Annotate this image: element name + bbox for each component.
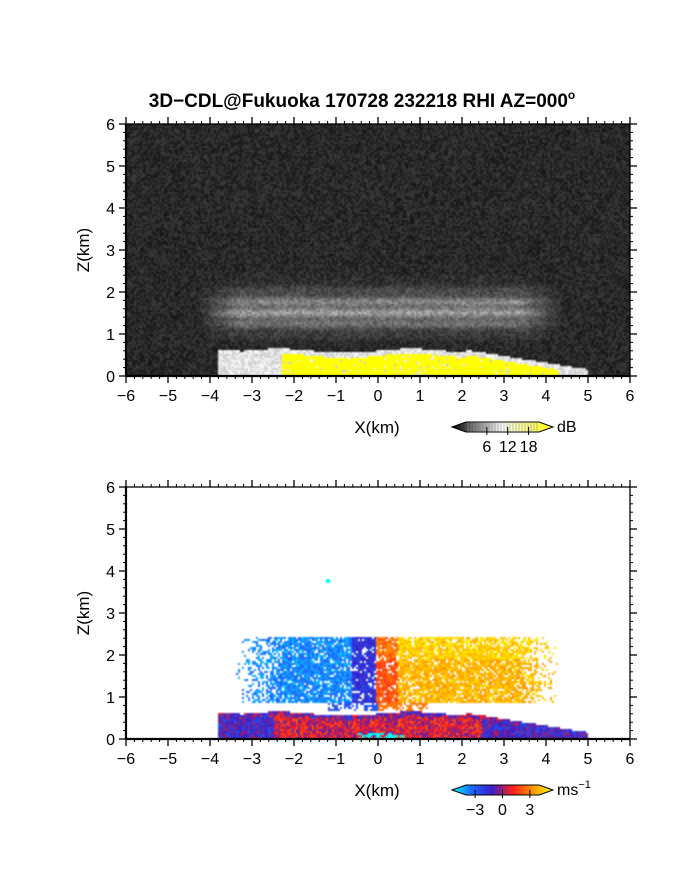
x-tick-label: −6 [117,751,135,768]
x-tick-label: −3 [243,751,261,768]
reflectivity-field [126,124,630,376]
y-tick-label: 6 [106,480,115,497]
y-tick-label: 3 [106,606,115,623]
x-tick-label: −4 [201,388,219,405]
y-tick-label: 4 [106,564,115,581]
y-tick-label: 0 [106,732,115,749]
velocity-field [126,487,630,739]
colorbar-tick-label: 6 [482,439,491,456]
x-tick-label: 4 [542,751,551,768]
y-tick-label: 2 [106,285,115,302]
y-axis-label: Z(km) [74,228,93,272]
colorbar-tick-label: 18 [520,439,538,456]
y-axis-label: Z(km) [74,591,93,635]
x-tick-label: −2 [285,751,303,768]
x-tick-label: 1 [416,751,425,768]
colorbar-gradient [450,421,555,433]
x-tick-label: −5 [159,388,177,405]
y-tick-label: 2 [106,648,115,665]
x-tick-label: 2 [458,388,467,405]
x-tick-label: 1 [416,388,425,405]
x-tick-label: 0 [374,388,383,405]
y-tick-label: 4 [106,201,115,218]
x-tick-label: 3 [500,388,509,405]
y-axis-ticks: 0 1 2 3 4 5 6 [106,117,637,386]
y-tick-label: 5 [106,522,115,539]
x-tick-label: −2 [285,388,303,405]
reflectivity-colorbar: 6 12 18 [450,421,555,456]
x-tick-label: −6 [117,388,135,405]
y-tick-label: 5 [106,159,115,176]
x-tick-label: −1 [327,388,345,405]
y-tick-label: 1 [106,327,115,344]
x-axis-label: X(km) [354,781,399,800]
colorbar-unit: ms−1 [557,779,591,799]
x-tick-label: 2 [458,751,467,768]
colorbar-tick-label: 3 [525,802,534,819]
y-tick-label: 3 [106,243,115,260]
colorbar-unit: dB [557,419,577,436]
x-tick-label: −1 [327,751,345,768]
x-tick-label: 5 [584,388,593,405]
x-tick-label: 4 [542,388,551,405]
x-tick-label: 6 [626,388,635,405]
colorbar-tick-label: −3 [466,802,484,819]
x-tick-label: 5 [584,751,593,768]
x-tick-label: −5 [159,751,177,768]
colorbar-tick-label: 12 [499,439,517,456]
y-tick-label: 1 [106,690,115,707]
y-tick-label: 6 [106,117,115,134]
x-tick-label: 6 [626,751,635,768]
x-axis-label: X(km) [354,418,399,437]
x-tick-label: 0 [374,751,383,768]
velocity-colorbar: −3 0 3 [450,784,555,819]
x-axis-ticks: −6 −5 −4 −3 −2 −1 0 1 2 3 4 5 6 [117,117,635,405]
y-axis-ticks: 0 1 2 3 4 5 6 [106,480,637,749]
chart-title: 3D−CDL@Fukuoka 170728 232218 RHI AZ=000o [149,88,576,112]
y-tick-label: 0 [106,369,115,386]
x-tick-label: 3 [500,751,509,768]
x-tick-label: −4 [201,751,219,768]
x-tick-label: −3 [243,388,261,405]
colorbar-tick-label: 0 [498,802,507,819]
